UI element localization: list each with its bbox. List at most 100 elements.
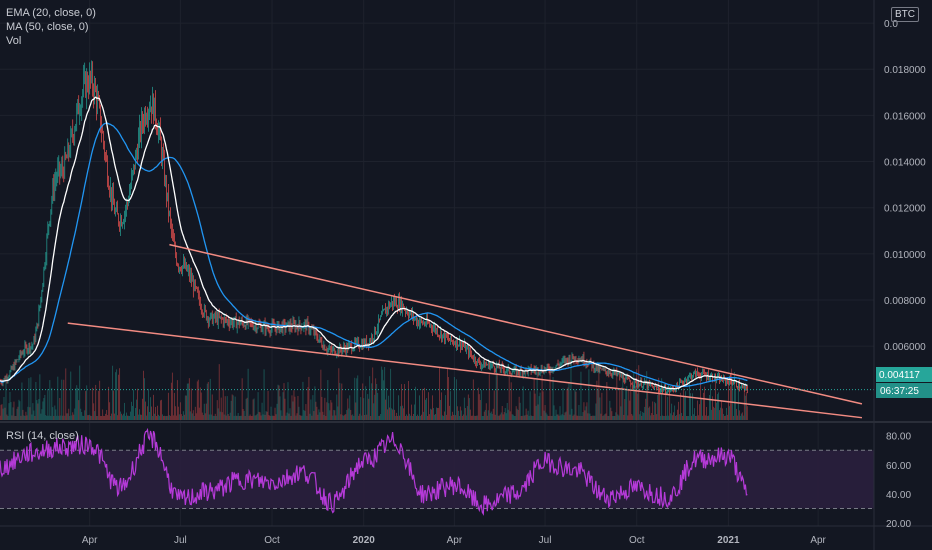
volume-bar-675 [672, 415, 674, 420]
volume-bar-619 [616, 368, 618, 420]
volume-bar-87 [86, 385, 88, 420]
volume-bar-116 [115, 372, 117, 420]
legend-ema[interactable]: EMA (20, close, 0) [6, 7, 96, 19]
volume-bar-488 [485, 403, 487, 420]
volume-bar-331 [329, 410, 331, 420]
volume-bar-75 [74, 408, 76, 420]
volume-bar-341 [339, 382, 341, 420]
volume-bar-414 [412, 415, 413, 420]
legend-rsi[interactable]: RSI (14, close) [6, 430, 79, 442]
volume-bar-674 [671, 403, 673, 420]
volume-bar-282 [280, 410, 282, 420]
volume-bar-104 [103, 415, 105, 420]
volume-bar-100 [99, 380, 101, 420]
volume-bar-697 [694, 408, 695, 420]
volume-bar-395 [393, 390, 395, 420]
volume-bar-252 [250, 415, 252, 420]
volume-bar-361 [359, 413, 361, 420]
volume-bar-158 [156, 405, 158, 420]
volume-bar-77 [76, 385, 78, 420]
volume-bar-271 [269, 415, 271, 420]
trendline-lower [67, 322, 863, 419]
volume-bar-507 [504, 407, 506, 420]
volume-bar-233 [231, 394, 233, 420]
volume-bar-363 [361, 415, 363, 420]
volume-bar-553 [550, 415, 552, 420]
volume-bar-620 [617, 414, 619, 420]
volume-bar-35 [34, 415, 36, 420]
volume-bar-389 [387, 409, 389, 420]
price-tick-2: 0.010000 [884, 250, 926, 261]
trendlines [67, 243, 863, 419]
volume-bar-704 [701, 399, 702, 420]
volume-bar-190 [188, 378, 190, 420]
volume-bar-274 [272, 415, 274, 420]
currency-badge[interactable]: BTC [891, 7, 919, 22]
volume-bar-105 [104, 415, 106, 420]
volume-bar-559 [556, 414, 558, 420]
volume-bar-312 [310, 399, 312, 420]
volume-bar-55 [54, 405, 56, 420]
volume-bar-525 [522, 386, 524, 420]
volume-bar-306 [304, 410, 306, 420]
volume-bar-72 [71, 415, 73, 420]
volume-bar-603 [600, 413, 602, 420]
legend-ma[interactable]: MA (50, close, 0) [6, 21, 89, 33]
volume-bar-425 [423, 411, 424, 420]
volume-bar-17 [16, 408, 18, 420]
volume-bar-521 [518, 396, 520, 420]
volume-bar-666 [663, 415, 665, 420]
volume-bar-53 [52, 407, 54, 420]
volume-bar-588 [585, 406, 587, 420]
volume-bar-693 [690, 393, 692, 420]
volume-bar-332 [330, 400, 332, 420]
volume-bar-663 [660, 415, 662, 420]
volume-bar-281 [279, 396, 281, 420]
volume-bar-668 [665, 384, 667, 420]
volume-bar-9 [8, 403, 10, 420]
volume-bar-141 [140, 414, 141, 420]
volume-bar-110 [109, 402, 111, 420]
volume-bar-449 [446, 367, 448, 420]
volume-bar-636 [633, 372, 635, 420]
volume-bar-577 [574, 389, 576, 420]
volume-bar-317 [315, 401, 317, 420]
time-axis-ticks: Apr Jul Oct 2020 Apr Jul Oct 2021 Apr [82, 535, 827, 546]
volume-bar-369 [367, 394, 369, 420]
volume-bar-590 [587, 413, 589, 420]
volume-bar-696 [693, 414, 694, 420]
volume-bar-380 [378, 415, 380, 420]
volume-bar-503 [500, 412, 502, 420]
volume-bar-114 [113, 390, 115, 420]
volume-bar-400 [398, 395, 400, 420]
volume-bar-491 [488, 374, 490, 420]
volume-bar-184 [182, 411, 184, 420]
volume-bar-231 [229, 412, 231, 420]
volume-bar-329 [327, 380, 329, 420]
volume-bar-151 [150, 397, 151, 420]
volume-bar-315 [313, 411, 315, 420]
volume-bar-323 [321, 396, 323, 420]
volume-bar-298 [296, 413, 298, 420]
volume-bar-375 [373, 403, 375, 420]
volume-bar-427 [425, 399, 426, 420]
volume-bar-453 [450, 415, 452, 420]
legend-vol[interactable]: Vol [6, 35, 22, 47]
volume-bar-432 [430, 408, 431, 420]
volume-bar-134 [133, 389, 134, 420]
volume-bar-617 [614, 415, 616, 420]
volume-bar-39 [38, 399, 40, 420]
volume-bar-131 [130, 411, 131, 420]
volume-bar-721 [718, 392, 719, 420]
rsi-tick-0: 80.00 [886, 432, 911, 443]
volume-bar-195 [193, 415, 195, 420]
volume-bar-611 [608, 415, 610, 420]
volume-bar-32 [31, 414, 33, 420]
volume-bar-51 [50, 415, 52, 420]
volume-bar-583 [580, 371, 582, 420]
volume-bar-7 [6, 414, 8, 420]
volume-bar-230 [228, 415, 230, 420]
volume-bar-387 [385, 399, 387, 420]
volume-bar-718 [715, 374, 716, 420]
